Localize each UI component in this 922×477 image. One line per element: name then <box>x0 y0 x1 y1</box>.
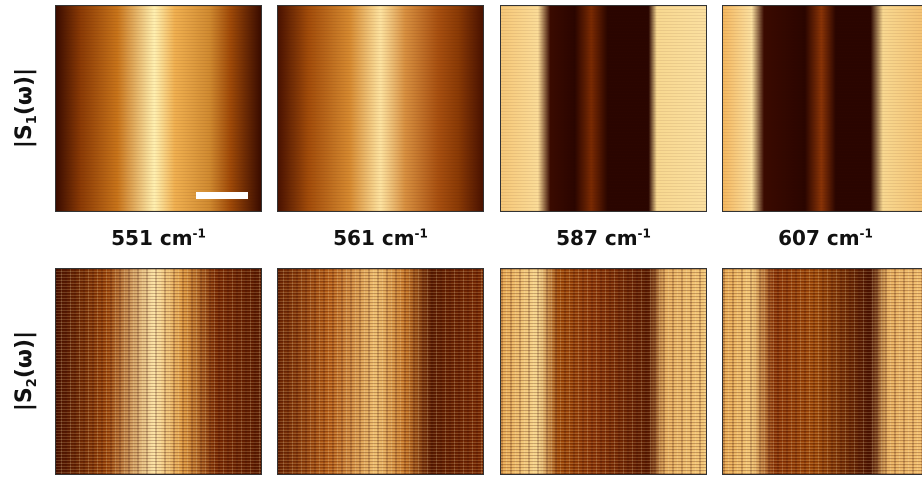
image <box>722 5 922 212</box>
image <box>722 268 922 475</box>
column-label-text: 561 cm <box>333 226 414 250</box>
column-label-exponent: -1 <box>638 226 651 240</box>
image <box>55 268 262 475</box>
scale-bar <box>196 192 248 199</box>
column-label-exponent: -1 <box>415 226 428 240</box>
column-label: 551 cm-1 <box>55 226 262 250</box>
row-label-text: |S <box>12 387 37 411</box>
image <box>500 5 707 212</box>
image <box>277 268 484 475</box>
column-label-text: 587 cm <box>556 226 637 250</box>
row-label-subscript: 1 <box>25 115 40 124</box>
image <box>277 5 484 212</box>
column-label-text: 607 cm <box>778 226 859 250</box>
row-label-subscript: 2 <box>25 378 40 387</box>
row-label: |S1(ω)| <box>12 68 40 148</box>
figure: |S1(ω)| |S2(ω)| 551 cm-1 561 cm-1 587 cm… <box>0 0 922 477</box>
row-label-text: |S <box>12 124 37 148</box>
row-label-text: (ω)| <box>12 68 37 115</box>
image <box>55 5 262 212</box>
column-label-exponent: -1 <box>193 226 206 240</box>
column-label: 607 cm-1 <box>722 226 922 250</box>
column-label-exponent: -1 <box>860 226 873 240</box>
row-label-text: (ω)| <box>12 331 37 378</box>
column-label: 587 cm-1 <box>500 226 707 250</box>
column-label-text: 551 cm <box>111 226 192 250</box>
row-label: |S2(ω)| <box>12 331 40 411</box>
column-label: 561 cm-1 <box>277 226 484 250</box>
image <box>500 268 707 475</box>
